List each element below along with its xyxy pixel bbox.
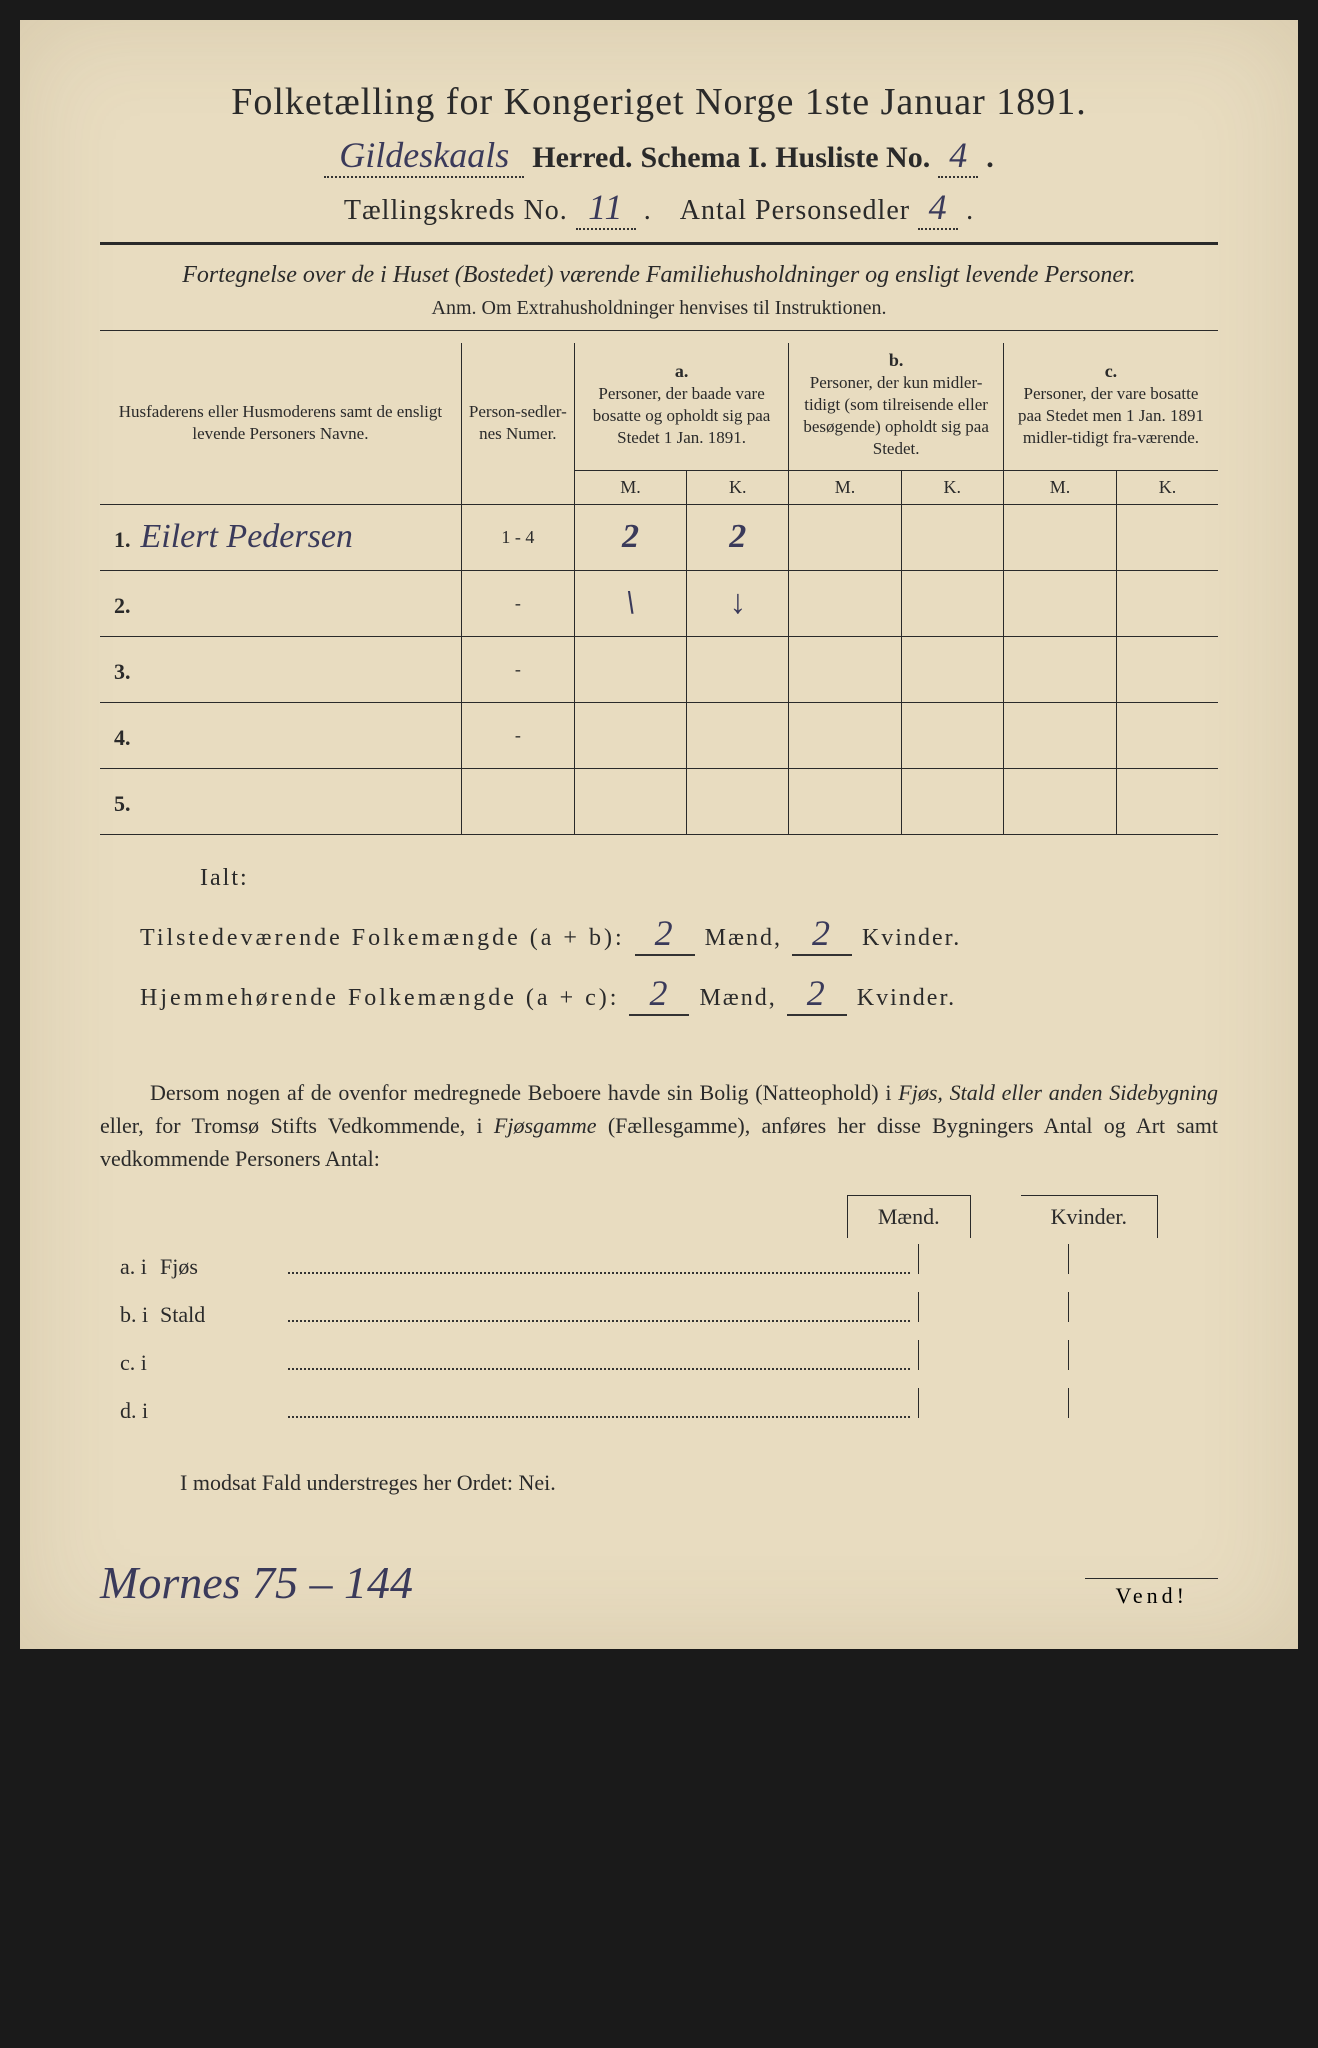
building-table: Mænd. Kvinder. a. i Fjøs b. i Stald c. i… (100, 1195, 1218, 1430)
col-k: K. (901, 470, 1003, 504)
document-title: Folketælling for Kongeriget Norge 1ste J… (100, 80, 1218, 124)
totals-section: Ialt: Tilstedeværende Folkemængde (a + b… (100, 865, 1218, 1016)
herred-label: Herred. (532, 141, 632, 175)
divider (100, 330, 1218, 331)
table-row: 1.Eilert Pedersen1 - 422 (100, 504, 1218, 570)
building-row: a. i Fjøs (100, 1238, 1218, 1286)
col-header-sedler: Person-sedler-nes Numer. (461, 343, 574, 505)
building-paragraph: Dersom nogen af de ovenfor medregnede Be… (100, 1076, 1218, 1175)
taellingskreds-label: Tællingskreds No. (344, 195, 568, 227)
header-line-2: Tællingskreds No. 11 . Antal Personsedle… (100, 186, 1218, 230)
tilstede-kvinder: 2 (792, 912, 852, 956)
husliste-label: Husliste No. (775, 141, 930, 175)
hjemme-row: Hjemmehørende Folkemængde (a + c): 2 Mæn… (140, 972, 1218, 1016)
anm-text: Anm. Om Extrahusholdninger henvises til … (100, 297, 1218, 320)
table-row: 2.-\↓ (100, 570, 1218, 636)
antal-label: Antal Personsedler (680, 195, 910, 227)
vend-label: Vend! (1085, 1578, 1218, 1609)
divider (100, 242, 1218, 245)
census-document: Folketælling for Kongeriget Norge 1ste J… (20, 20, 1298, 1649)
description-text: Fortegnelse over de i Huset (Bostedet) v… (100, 259, 1218, 293)
building-row: c. i (100, 1334, 1218, 1382)
table-row: 5. (100, 768, 1218, 834)
tilstede-row: Tilstedeværende Folkemængde (a + b): 2 M… (140, 912, 1218, 956)
col-k: K. (687, 470, 789, 504)
hjemme-maend: 2 (629, 972, 689, 1016)
husliste-value: 4 (938, 134, 978, 178)
col-k: K. (1117, 470, 1218, 504)
col-header-c: c. Personer, der vare bosatte paa Stedet… (1003, 343, 1218, 467)
col-m: M. (1003, 470, 1116, 504)
ialt-label: Ialt: (200, 865, 1218, 892)
hjemme-kvinder: 2 (787, 972, 847, 1016)
tilstede-maend: 2 (635, 912, 695, 956)
nei-line: I modsat Fald understreges her Ordet: Ne… (180, 1470, 1218, 1496)
col-header-names: Husfaderens eller Husmoderens samt de en… (100, 343, 461, 505)
taellingskreds-value: 11 (576, 186, 636, 230)
table-row: 4.- (100, 702, 1218, 768)
antal-value: 4 (918, 186, 958, 230)
header-line-1: Gildeskaals Herred. Schema I. Husliste N… (100, 134, 1218, 178)
footer-handwriting: Mornes 75 – 144 (100, 1556, 413, 1609)
schema-label: Schema I. (641, 141, 768, 175)
main-table: Husfaderens eller Husmoderens samt de en… (100, 343, 1218, 835)
col-m: M. (574, 470, 686, 504)
footer: Mornes 75 – 144 Vend! (100, 1556, 1218, 1609)
col-header-b: b. Personer, der kun midler-tidigt (som … (789, 343, 1004, 467)
table-row: 3.- (100, 636, 1218, 702)
building-row: d. i (100, 1382, 1218, 1430)
col-m: M. (789, 470, 901, 504)
herred-value: Gildeskaals (324, 134, 524, 178)
building-kvinder-header: Kvinder. (1021, 1195, 1158, 1238)
building-maend-header: Mænd. (847, 1195, 971, 1238)
col-header-a: a. Personer, der baade vare bosatte og o… (574, 343, 789, 467)
building-row: b. i Stald (100, 1286, 1218, 1334)
